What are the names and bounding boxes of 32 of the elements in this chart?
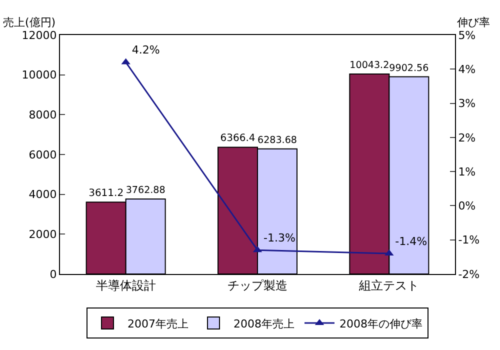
y-tick-label: 10000 [22,68,57,82]
data-label: 10043.2 [350,60,390,72]
x-tick-label: 半導体設計 [96,278,156,292]
y2-axis-title: 伸び率 [457,16,490,29]
y2-tick-label: -2% [458,268,480,281]
legend-label: 2007年売上 [128,317,188,330]
data-label: -1.4% [395,234,428,248]
legend-label: 2008年売上 [234,317,294,330]
x-tick-label: 組立テスト [358,278,420,292]
y-tick-label: 2000 [28,228,57,242]
y-tick-label: 8000 [28,108,57,122]
data-label: 3611.2 [88,188,124,200]
y2-tick-label: 3% [458,97,476,110]
y2-tick-label: 1% [458,165,476,178]
y-axis-title: 売上(億円) [3,16,56,29]
y2-tick-label: -1% [458,234,480,247]
y2-tick-label: 2% [458,131,476,144]
y-tick-label: 6000 [28,148,57,162]
data-label: 3762.88 [126,185,166,196]
y-tick-label: 0 [50,268,57,281]
y2-tick-label: 4% [458,62,476,76]
y-tick-label: 12000 [22,28,57,42]
legend-label: 2008年の伸び率 [340,317,422,330]
x-tick-label: チップ製造 [228,278,288,292]
data-label: 6366.4 [220,133,256,144]
y2-tick-label: 0% [458,200,476,213]
data-label: 9902.56 [389,62,429,74]
y2-tick-label: 5% [458,28,476,42]
data-label: -1.3% [264,231,296,244]
data-label: 6283.68 [258,134,297,146]
data-label: 4.2% [132,44,160,57]
y-tick-label: 4000 [28,188,57,202]
